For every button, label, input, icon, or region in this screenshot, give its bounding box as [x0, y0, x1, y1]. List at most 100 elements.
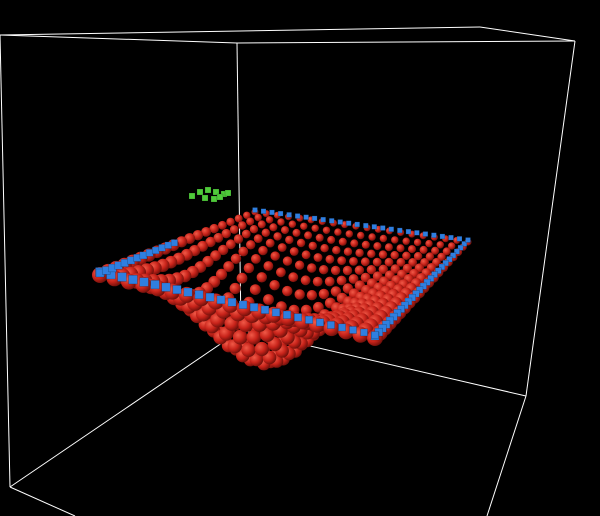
cloth-particle	[313, 253, 323, 262]
pinned-cube	[128, 274, 138, 285]
floating-cube	[204, 186, 212, 194]
cloth-particle	[265, 238, 275, 248]
pinned-cube	[249, 303, 259, 312]
pinned-cube	[294, 213, 301, 219]
floating-cube	[210, 195, 218, 203]
cloth-particle	[234, 214, 243, 223]
cloth-particle	[215, 268, 228, 280]
cloth-particle	[378, 264, 388, 274]
cloth-particle	[282, 256, 293, 266]
cloth-particle	[221, 228, 231, 239]
pinned-cube	[150, 280, 160, 290]
cloth-particle	[238, 246, 249, 257]
cloth-particle	[226, 217, 235, 227]
pinned-cube	[227, 297, 237, 307]
pinned-cube	[172, 285, 182, 295]
cloth-particle	[282, 285, 293, 297]
cloth-particles	[92, 208, 472, 371]
pinned-cube	[435, 267, 442, 274]
pinned-cube	[416, 286, 424, 294]
cloth-particle	[327, 235, 336, 244]
cloth-particle	[229, 282, 241, 295]
pinned-cube	[183, 287, 193, 297]
pinned-cube	[388, 226, 395, 232]
cloth-particle	[361, 240, 370, 249]
cloth-particle	[330, 265, 341, 276]
pinned-cube	[320, 216, 326, 223]
cloth-particle	[402, 237, 410, 245]
cloth-particle	[402, 251, 411, 260]
pinned-cube	[427, 275, 435, 282]
cloth-particle	[367, 249, 376, 258]
cloth-particle	[334, 228, 342, 236]
cloth-particle	[238, 221, 247, 230]
cloth-particle	[342, 265, 353, 276]
pinned-cube	[338, 323, 346, 332]
pinned-edge-cubes	[95, 207, 471, 341]
cloth-particle	[233, 234, 244, 244]
cloth-particle	[304, 231, 313, 240]
pinned-cube	[286, 212, 292, 218]
cloth-particle	[325, 254, 335, 264]
cloth-particle	[251, 254, 261, 264]
cloth-particle	[368, 233, 376, 241]
box-edge	[9, 329, 242, 488]
cloth-particle	[281, 226, 289, 235]
pinned-cube	[457, 244, 464, 251]
cloth-particle	[425, 252, 435, 261]
pinned-cube	[438, 263, 446, 271]
cloth-particle	[324, 276, 335, 287]
pinned-cube	[414, 230, 420, 236]
pinned-cube	[260, 305, 270, 314]
cloth-particle	[378, 250, 388, 259]
cloth-particle	[349, 257, 358, 266]
cloth-particle	[311, 224, 319, 232]
bounding-box-wireframe	[0, 26, 576, 516]
cloth-particle	[390, 264, 400, 274]
pinned-cube	[431, 271, 438, 278]
cloth-particle	[366, 265, 377, 275]
cloth-particle	[301, 250, 311, 260]
pinned-cube	[465, 237, 471, 243]
cloth-particle	[249, 352, 264, 367]
pinned-cube	[158, 244, 166, 252]
cloth-particle	[269, 280, 280, 291]
cloth-particle	[294, 260, 305, 270]
pinned-cube	[216, 295, 226, 305]
pinned-cube	[397, 227, 403, 234]
cloth-particle	[338, 237, 347, 246]
pinned-cube	[345, 220, 352, 226]
box-edge	[0, 34, 238, 44]
cloth-particle	[289, 247, 299, 256]
pinned-cube	[397, 305, 405, 313]
cloth-particle	[223, 261, 235, 272]
cloth-particle	[436, 241, 444, 249]
pinned-cube	[277, 210, 284, 217]
cloth-particle	[396, 244, 405, 253]
cloth-particle	[249, 284, 261, 295]
cloth-particle	[425, 239, 433, 248]
box-edge	[486, 395, 527, 516]
pinned-cube	[371, 331, 379, 339]
pinned-cube	[405, 228, 412, 235]
cloth-particle	[322, 226, 331, 234]
cloth-particle	[246, 240, 256, 250]
pinned-cube	[419, 282, 427, 290]
cloth-particle	[225, 239, 236, 250]
cloth-particle	[218, 220, 227, 230]
cloth-particle	[273, 232, 282, 241]
pinned-cube	[161, 282, 171, 292]
pinned-cube	[117, 272, 127, 282]
pinned-cube	[380, 225, 386, 231]
cloth-particle	[296, 238, 306, 248]
pinned-cube	[170, 239, 178, 247]
pinned-cube	[412, 290, 420, 298]
cloth-particle	[246, 217, 255, 226]
cloth-particle	[390, 251, 399, 260]
pinned-cube	[164, 241, 172, 249]
cloth-particle	[277, 218, 285, 226]
pinned-cube	[363, 222, 369, 229]
cloth-particle	[294, 289, 305, 300]
cloth-particle	[431, 246, 440, 255]
